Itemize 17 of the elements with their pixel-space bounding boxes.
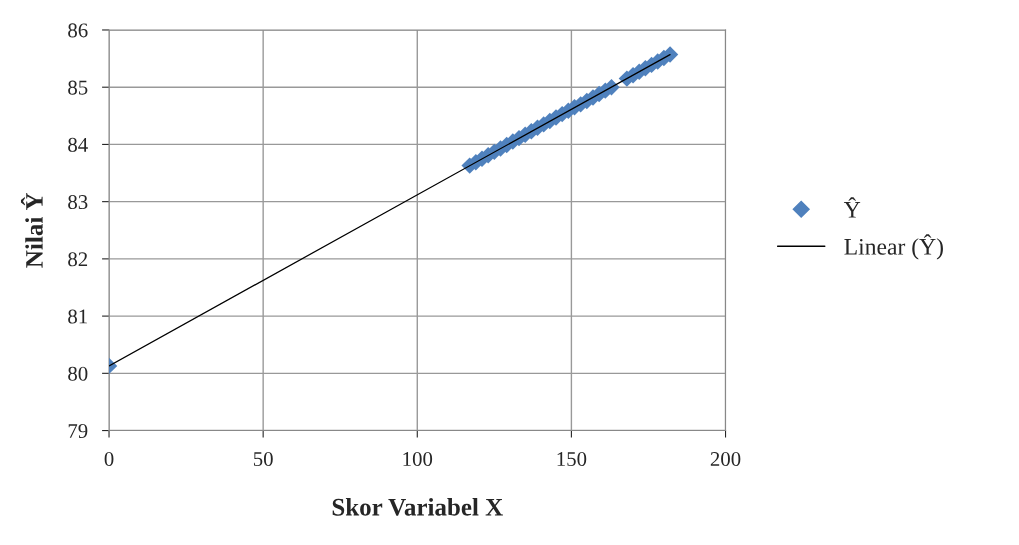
y-tick-label: 82: [68, 252, 88, 267]
y-tick-label: 86: [68, 23, 88, 38]
y-axis-title: Nilai Ŷ: [20, 192, 43, 268]
y-tick-label: 83: [68, 195, 88, 210]
y-tick-label: 84: [68, 137, 88, 152]
x-tick-label: 100: [403, 451, 433, 467]
x-tick-label: 50: [253, 451, 273, 467]
x-tick-label: 200: [710, 451, 741, 467]
x-tick-label: 150: [557, 451, 587, 467]
x-axis-title: Skor Variabel X: [332, 498, 503, 516]
legend-label: Linear (Ŷ): [844, 234, 943, 260]
y-tick-label: 81: [68, 309, 87, 324]
y-tick-label: 79: [68, 423, 88, 438]
x-tick-label: 0: [104, 451, 114, 467]
y-tick-label: 80: [68, 366, 88, 381]
legend-label: Ŷ: [843, 197, 861, 218]
y-tick-label: 85: [68, 80, 88, 95]
